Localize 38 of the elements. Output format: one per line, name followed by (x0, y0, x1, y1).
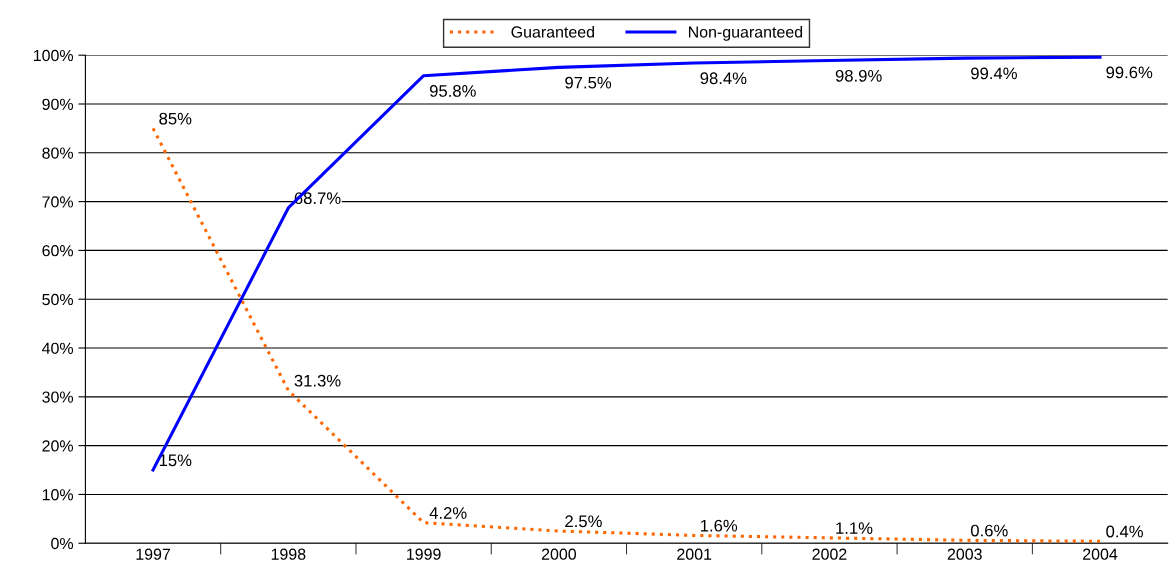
x-tick-label: 2003 (947, 548, 982, 560)
line-series (151, 126, 1102, 543)
y-tick-label: 60% (42, 245, 74, 257)
data-label: 85% (159, 112, 192, 125)
x-tick-label: 2002 (812, 548, 847, 560)
data-label: 99.4% (971, 67, 1017, 80)
data-label: 4.2% (429, 507, 467, 519)
y-tick-label: 10% (42, 489, 74, 501)
line-series (151, 55, 1102, 472)
data-label: 98.9% (835, 69, 882, 82)
y-tick-label: 40% (42, 342, 74, 354)
y-tick-label: 70% (42, 196, 74, 208)
data-label: 97.5% (565, 76, 612, 89)
data-label: 31.3% (294, 374, 341, 387)
y-tick-label: 100% (33, 49, 74, 62)
data-label: 99.6% (1106, 66, 1153, 79)
data-label: 95.8% (429, 85, 476, 97)
x-tick-label: 1999 (407, 548, 441, 560)
x-tick-label: 2004 (1083, 548, 1118, 560)
legend-label: Guaranteed (511, 25, 594, 38)
y-tick-label: 80% (42, 147, 74, 159)
y-tick-label: 30% (42, 391, 74, 403)
data-label: 2.5% (565, 515, 602, 528)
x-tick-label: 1997 (136, 548, 171, 560)
legend-label: Non-guaranteed (688, 25, 803, 41)
data-label: 0.6% (970, 524, 1008, 537)
data-label: 0.4% (1106, 525, 1143, 538)
x-tick-label: 1998 (271, 548, 306, 560)
data-label: 1.6% (701, 519, 738, 532)
data-label: 98.4% (700, 72, 747, 85)
data-label: 15% (159, 454, 192, 467)
y-tick-label: 20% (42, 440, 74, 452)
y-tick-label: 50% (42, 293, 74, 306)
data-label: 1.1% (836, 522, 873, 534)
y-tick-label: 0% (51, 537, 74, 550)
x-tick-label: 2000 (541, 548, 577, 560)
y-tick-label: 90% (42, 98, 74, 110)
x-tick-label: 2001 (677, 548, 712, 560)
